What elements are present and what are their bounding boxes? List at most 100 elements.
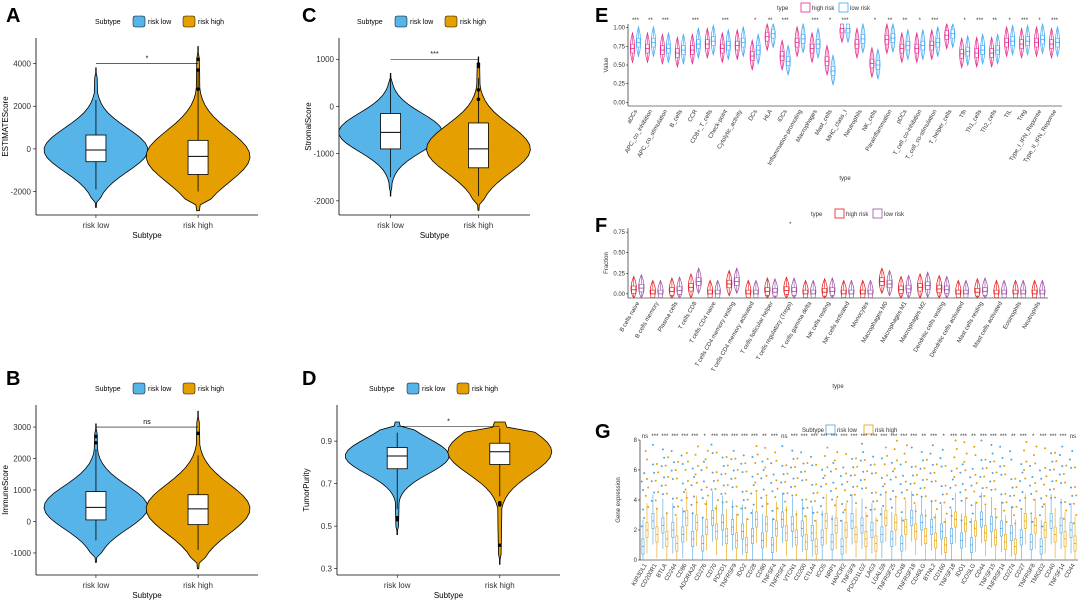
outlier-point [1070, 486, 1073, 489]
outlier-point [681, 482, 684, 485]
outlier-point [943, 501, 946, 504]
outlier-point [732, 449, 735, 452]
box-iqr [386, 447, 408, 470]
outlier-point [964, 488, 967, 491]
outlier-point [1064, 501, 1067, 504]
outlier-point [645, 458, 648, 461]
outlier-point [856, 465, 859, 468]
outlier-point [796, 457, 799, 460]
significance-label: *** [801, 434, 809, 440]
significance-label: *** [841, 18, 849, 24]
significance-label: * [964, 18, 967, 24]
significance-label: * [942, 434, 945, 440]
outlier-point [644, 450, 647, 453]
outlier-point [883, 463, 886, 466]
outlier-point [790, 486, 793, 489]
outlier-point [497, 543, 502, 548]
outlier-point [1072, 502, 1075, 505]
outlier-point [671, 497, 674, 500]
outlier-point [726, 484, 729, 487]
outlier-point [1044, 466, 1047, 469]
y-tick-label: 0.75 [613, 230, 625, 236]
outlier-point [849, 474, 852, 477]
outlier-point [663, 476, 666, 479]
outlier-point [1029, 484, 1032, 487]
outlier-point [811, 464, 814, 467]
outlier-point [836, 451, 839, 454]
outlier-point [680, 499, 683, 502]
outlier-point [980, 439, 983, 442]
outlier-point [1014, 477, 1017, 480]
outlier-point [1070, 466, 1073, 469]
outlier-point [1025, 460, 1028, 463]
outlier-point [695, 481, 698, 484]
outlier-point [711, 452, 714, 455]
outlier-point [1061, 465, 1064, 468]
significance-label: ns [781, 434, 787, 440]
outlier-point [829, 490, 832, 493]
outlier-point [765, 474, 768, 477]
outlier-point [702, 480, 705, 483]
outlier-point [1032, 498, 1035, 501]
legend-title: Subtype [95, 386, 121, 393]
outlier-point [849, 494, 852, 497]
outlier-point [735, 485, 738, 488]
outlier-point [815, 463, 818, 466]
outlier-point [784, 500, 787, 503]
significance-label: *** [900, 434, 908, 440]
outlier-point [760, 496, 763, 499]
outlier-point [657, 471, 660, 474]
significance-label: ns [143, 419, 151, 426]
outlier-point [949, 486, 952, 489]
legend-title: Subtype [357, 19, 383, 26]
outlier-point [802, 462, 805, 465]
outlier-point [1068, 458, 1071, 461]
outlier-point [955, 467, 958, 470]
outlier-point [754, 481, 757, 484]
legend: Subtype risk low risk high [95, 382, 224, 395]
outlier-point [745, 490, 748, 493]
outlier-point [716, 479, 719, 482]
outlier-point [1029, 464, 1032, 467]
outlier-point [869, 464, 872, 467]
legend-swatch [800, 2, 811, 13]
outlier-point [722, 464, 725, 467]
significance-label: *** [711, 434, 719, 440]
outlier-point [816, 511, 819, 514]
x-tick-label: risk low [377, 221, 404, 230]
outlier-point [780, 481, 783, 484]
x-tick-label: risk low [384, 581, 411, 590]
x-tick-label: T cells regulatory (Tregs) [756, 301, 794, 361]
outlier-point [653, 491, 656, 494]
y-tick-label: -1000 [314, 150, 335, 159]
outlier-point [860, 487, 863, 490]
legend-swatch [872, 208, 883, 219]
outlier-point [862, 470, 865, 473]
violin [929, 28, 935, 61]
outlier-point [781, 464, 784, 467]
outlier-point [94, 434, 98, 439]
outlier-point [964, 469, 967, 472]
violin [1019, 27, 1025, 60]
outlier-point [746, 498, 749, 501]
outlier-point [1034, 462, 1037, 465]
outlier-point [979, 475, 982, 478]
outlier-point [896, 459, 899, 462]
outlier-point [909, 482, 912, 485]
outlier-point [1005, 520, 1008, 523]
outlier-point [750, 492, 753, 495]
outlier-point [880, 457, 883, 460]
violin [920, 28, 926, 61]
outlier-point [752, 484, 755, 487]
outlier-point [714, 487, 717, 490]
significance-label: * [1038, 18, 1041, 24]
violin [704, 27, 710, 60]
significance-label: *** [811, 434, 819, 440]
significance-label: *** [1050, 434, 1058, 440]
outlier-point [893, 448, 896, 451]
outlier-point [1032, 453, 1035, 456]
x-tick-label: HLA [763, 109, 774, 122]
outlier-point [1015, 505, 1018, 508]
outlier-point [823, 455, 826, 458]
